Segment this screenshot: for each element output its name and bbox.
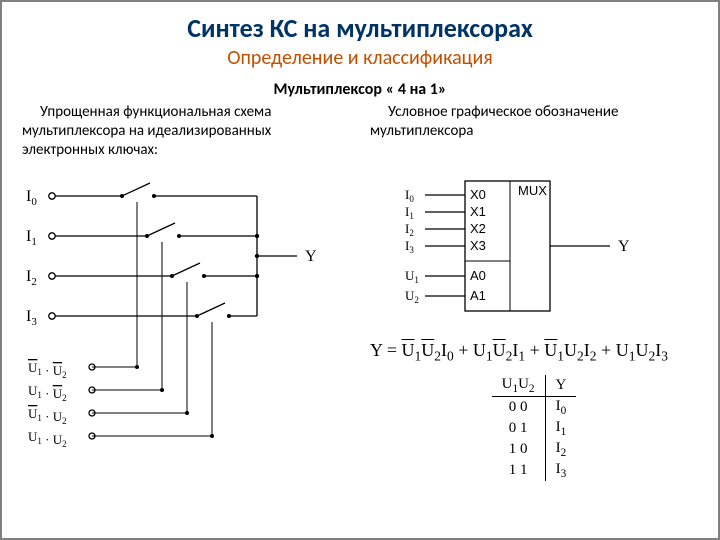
svg-text:I3: I3 — [405, 238, 414, 255]
svg-text:X3: X3 — [470, 238, 486, 253]
svg-text:U1 · U2: U1 · U2 — [28, 383, 67, 403]
truth-head-u1u2: U1U2 — [492, 375, 545, 397]
mux-out: Y — [618, 238, 630, 255]
output-label: Y — [305, 248, 317, 265]
right-caption: Условное графическое обозначение мультип… — [370, 103, 698, 165]
diagrams-row: I0I1I2I3 Y U1 · U2U1 · U2U1 · U2U1 · U2 — [22, 171, 698, 481]
truth-row: 0 0I0 — [492, 396, 577, 418]
svg-text:I0: I0 — [405, 187, 414, 204]
svg-text:U2: U2 — [405, 288, 419, 305]
svg-text:A1: A1 — [470, 288, 486, 303]
mux-title: MUX — [518, 183, 547, 198]
svg-text:U1 · U2: U1 · U2 — [28, 406, 67, 426]
truth-table: U1U2 Y 0 0I00 1I11 0I21 1I3 — [370, 375, 698, 481]
svg-text:X1: X1 — [470, 204, 486, 219]
page-title: Синтез КС на мультиплексорах — [22, 12, 698, 44]
mux-symbol: MUX I0 X0 I1 X1 I2 X2 I3 X3 U1 A0 U2 A1 Y — [370, 171, 670, 326]
svg-text:I2: I2 — [26, 268, 37, 288]
section-title: Мультиплексор « 4 на 1» — [22, 80, 698, 99]
svg-text:I2: I2 — [405, 221, 414, 238]
boolean-formula: Y = U1U2I0 + U1U2I1 + U1U2I2 + U1U2I3 — [370, 340, 698, 365]
svg-text:I1: I1 — [405, 204, 414, 221]
svg-text:U1 · U2: U1 · U2 — [28, 429, 67, 449]
functional-schematic: I0 I1 I2 I3 Y U1 · U2 U1 · U2 U1 · U2 U1 · U2 — [22, 171, 352, 471]
svg-text:U1 · U2: U1 · U2 — [28, 360, 67, 380]
truth-row: 1 0I2 — [492, 439, 577, 460]
svg-text:I0: I0 — [26, 188, 37, 208]
slide-frame: Синтез КС на мультиплексорах Определение… — [0, 0, 720, 540]
truth-row: 0 1I1 — [492, 418, 577, 439]
svg-text:I1: I1 — [26, 228, 37, 248]
captions-row: Упрощенная функциональная схема мультипл… — [22, 103, 698, 165]
svg-text:U1: U1 — [405, 268, 419, 285]
page-subtitle: Определение и классификация — [22, 46, 698, 70]
truth-row: 1 1I3 — [492, 460, 577, 481]
svg-text:I3: I3 — [26, 308, 37, 328]
svg-text:X2: X2 — [470, 221, 486, 236]
svg-text:X0: X0 — [470, 187, 486, 202]
left-caption: Упрощенная функциональная схема мультипл… — [22, 103, 350, 165]
svg-text:A0: A0 — [470, 268, 486, 283]
right-column: MUX I0 X0 I1 X1 I2 X2 I3 X3 U1 A0 U2 A1 Y Y = U1U2… — [370, 171, 698, 481]
truth-head-y: Y — [545, 375, 576, 397]
